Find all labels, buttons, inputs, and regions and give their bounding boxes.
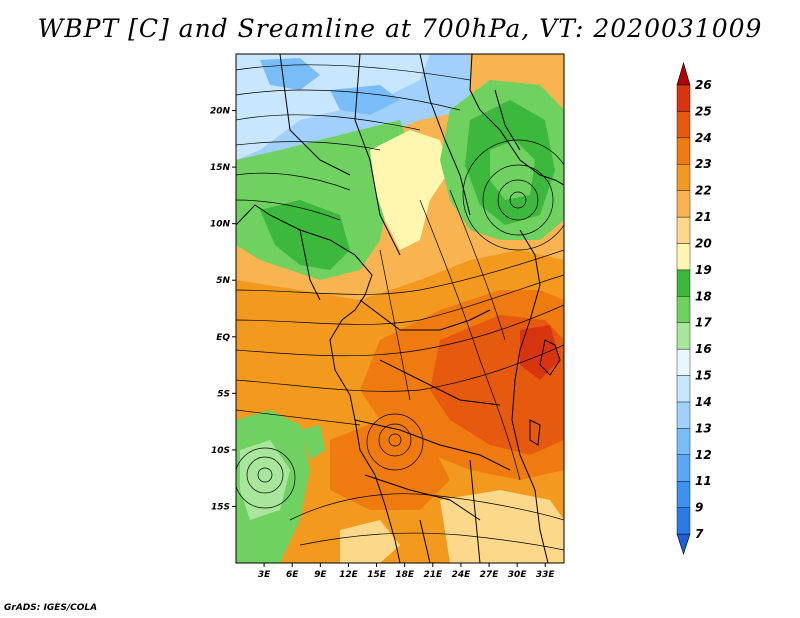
colorbar-label: 16	[695, 342, 712, 356]
colorbar-label: 17	[695, 316, 712, 330]
lon-tick-label: 21E	[423, 570, 443, 580]
colorbar-segment	[676, 428, 691, 455]
colorbar-label: 23	[695, 157, 712, 171]
streamlines	[236, 64, 564, 551]
lon-tick-label: 6E	[286, 570, 299, 580]
colorbar-label: 19	[695, 263, 712, 277]
colorbar-segment	[676, 164, 691, 191]
lon-tick-label: 18E	[395, 570, 415, 580]
colorbar-label: 21	[695, 210, 712, 224]
lat-tick-label: 15S	[211, 502, 230, 512]
colorbar-segment	[676, 507, 691, 535]
colorbar-segment	[676, 322, 691, 350]
lat-tick-label: 5N	[216, 276, 230, 286]
colorbar-label: 26	[695, 78, 712, 92]
lon-tick-label: 27E	[480, 570, 500, 580]
colorbar-label: 7	[695, 527, 704, 541]
lon-tick-label: 9E	[314, 570, 327, 580]
colorbar-label: 13	[695, 421, 712, 435]
colorbar-segment	[676, 216, 691, 244]
colorbar-segment	[676, 348, 691, 376]
colorbar-label: 25	[695, 104, 712, 118]
colorbar-segment	[676, 296, 691, 323]
weather-map: 20N 15N 10N 5N EQ 5S 10S 15S 3E 6E 9E 12E 15E 18E 21E…	[210, 53, 712, 580]
lat-tick-label: 15N	[210, 163, 231, 173]
lat-tick-label: EQ	[216, 333, 230, 343]
lon-tick-label: 12E	[339, 570, 359, 580]
colorbar-segment	[676, 480, 691, 508]
colorbar-segment	[676, 111, 691, 139]
lon-tick-label: 33E	[536, 570, 556, 580]
colorbar-segment	[676, 375, 691, 403]
lat-tick-label: 5S	[217, 389, 230, 399]
colorbar-segment	[676, 84, 691, 112]
colorbar-label: 12	[695, 448, 712, 462]
wbpt-field	[236, 54, 564, 563]
colorbar-segment	[676, 454, 691, 482]
map-title: WBPT [C] and Sreamline at 700hPa, VT: 20…	[37, 14, 763, 43]
colorbar-label: 15	[695, 369, 712, 383]
lat-tick-label: 20N	[210, 107, 231, 117]
colorbar-segment	[676, 243, 691, 271]
colorbar: 7 9 11 12 13 14 15 16 17 18 19 20 21 22 23 24 25 26	[676, 61, 712, 555]
colorbar-label: 11	[695, 474, 712, 488]
colorbar-label: 18	[695, 289, 712, 303]
colorbar-label: 22	[695, 184, 712, 198]
colorbar-segment	[676, 401, 691, 429]
colorbar-label: 14	[695, 395, 712, 409]
lon-tick-label: 15E	[367, 570, 387, 580]
lon-tick-label: 30E	[508, 570, 528, 580]
colorbar-label: 24	[695, 131, 712, 145]
map-frame	[235, 53, 565, 564]
colorbar-segment	[676, 137, 691, 165]
lat-tick-label: 10S	[211, 446, 230, 456]
colorbar-max-arrow	[676, 61, 691, 86]
latitude-ticks: 20N 15N 10N 5N EQ 5S 10S 15S	[210, 107, 236, 512]
colorbar-segment	[676, 190, 691, 218]
grads-credit: GrADS: IGES/COLA	[4, 603, 98, 613]
colorbar-label: 20	[695, 236, 712, 250]
colorbar-min-arrow	[676, 533, 691, 555]
colorbar-label: 9	[695, 501, 703, 515]
lon-tick-label: 3E	[258, 570, 271, 580]
lat-tick-label: 10N	[210, 220, 231, 230]
coastlines-and-borders	[236, 54, 564, 563]
longitude-ticks: 3E 6E 9E 12E 15E 18E 21E 24E 27E 30E 33E	[258, 563, 556, 580]
colorbar-segment	[676, 269, 691, 297]
lon-tick-label: 24E	[452, 570, 472, 580]
